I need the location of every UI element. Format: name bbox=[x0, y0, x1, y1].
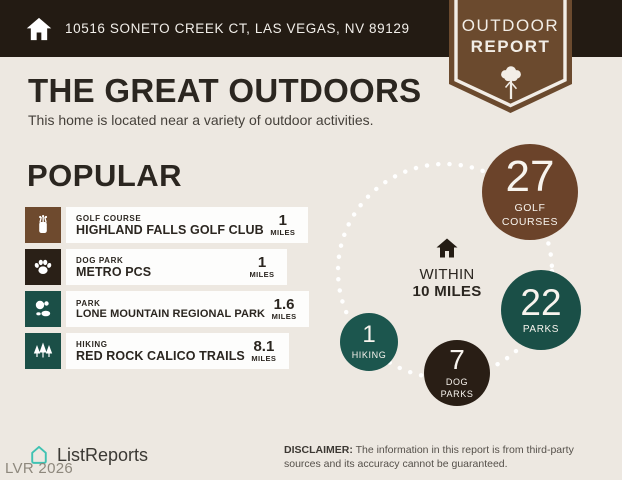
address-text: 10516 SONETO CREEK CT, LAS VEGAS, NV 891… bbox=[65, 21, 410, 36]
page-title: THE GREAT OUTDOORS bbox=[28, 72, 422, 109]
item-distance: 1 MILES bbox=[249, 254, 275, 280]
stat-value: 22 bbox=[520, 281, 562, 323]
badge-line2: REPORT bbox=[470, 37, 551, 56]
item-distance: 1 MILES bbox=[270, 212, 296, 238]
badge-pennant-shape bbox=[449, 0, 572, 113]
list-item-golf-course[interactable]: GOLF COURSE HIGHLAND FALLS GOLF CLUB 1 M… bbox=[25, 207, 308, 243]
tree-icon bbox=[500, 66, 521, 99]
radius-center-label: WITHIN 10 MILES bbox=[397, 236, 497, 300]
item-category: GOLF COURSE bbox=[76, 213, 142, 223]
stat-bubble-parks: 22 PARKS bbox=[501, 270, 581, 350]
item-name: METRO PCS bbox=[76, 264, 152, 279]
brand-name: ListReports bbox=[57, 444, 149, 465]
item-distance: 8.1 MILES bbox=[251, 338, 277, 364]
item-category: HIKING bbox=[76, 339, 108, 349]
popular-list: GOLF COURSE HIGHLAND FALLS GOLF CLUB 1 M… bbox=[25, 207, 310, 375]
golf-bag-icon bbox=[25, 207, 61, 243]
stat-bubble-hiking: 1 HIKING bbox=[340, 313, 398, 371]
home-icon bbox=[436, 238, 458, 258]
item-category: PARK bbox=[76, 298, 101, 308]
stat-bubble-dog-parks: 7 DOG PARKS bbox=[424, 340, 490, 406]
item-category: DOG PARK bbox=[76, 255, 124, 265]
list-item-dog-park[interactable]: DOG PARK METRO PCS 1 MILES bbox=[25, 249, 287, 285]
popular-heading: POPULAR bbox=[27, 158, 183, 193]
stat-bubble-golf-courses: 27 GOLF COURSES bbox=[482, 144, 578, 240]
stat-value: 7 bbox=[449, 344, 465, 376]
listreports-house-icon bbox=[31, 445, 47, 464]
stat-value: 1 bbox=[362, 320, 376, 348]
page-subtitle: This home is located near a variety of o… bbox=[28, 112, 374, 128]
radius-text-line2: 10 MILES bbox=[412, 283, 482, 300]
home-icon bbox=[26, 17, 52, 40]
item-name: HIGHLAND FALLS GOLF CLUB bbox=[76, 222, 264, 237]
item-distance: 1.6 MILES bbox=[271, 296, 297, 322]
badge-line1: OUTDOOR bbox=[461, 16, 560, 35]
stat-value: 27 bbox=[505, 152, 555, 202]
item-name: LONE MOUNTAIN REGIONAL PARK bbox=[76, 307, 266, 320]
disclaimer-text: DISCLAIMER: The information in this repo… bbox=[284, 444, 574, 471]
list-item-park[interactable]: PARK LONE MOUNTAIN REGIONAL PARK 1.6 MIL… bbox=[25, 291, 310, 327]
pine-trees-icon bbox=[25, 333, 61, 369]
watermark-text: LVR 2026 bbox=[5, 460, 74, 477]
item-name: RED ROCK CALICO TRAILS bbox=[76, 348, 245, 363]
list-item-hiking[interactable]: HIKING RED ROCK CALICO TRAILS 8.1 MILES bbox=[25, 333, 289, 369]
radius-text-line1: WITHIN bbox=[419, 266, 475, 283]
paw-icon bbox=[25, 249, 61, 285]
listreports-logo: ListReports bbox=[28, 444, 148, 466]
park-icon bbox=[25, 291, 61, 327]
outdoor-report-badge: OUTDOOR REPORT bbox=[449, 0, 572, 120]
